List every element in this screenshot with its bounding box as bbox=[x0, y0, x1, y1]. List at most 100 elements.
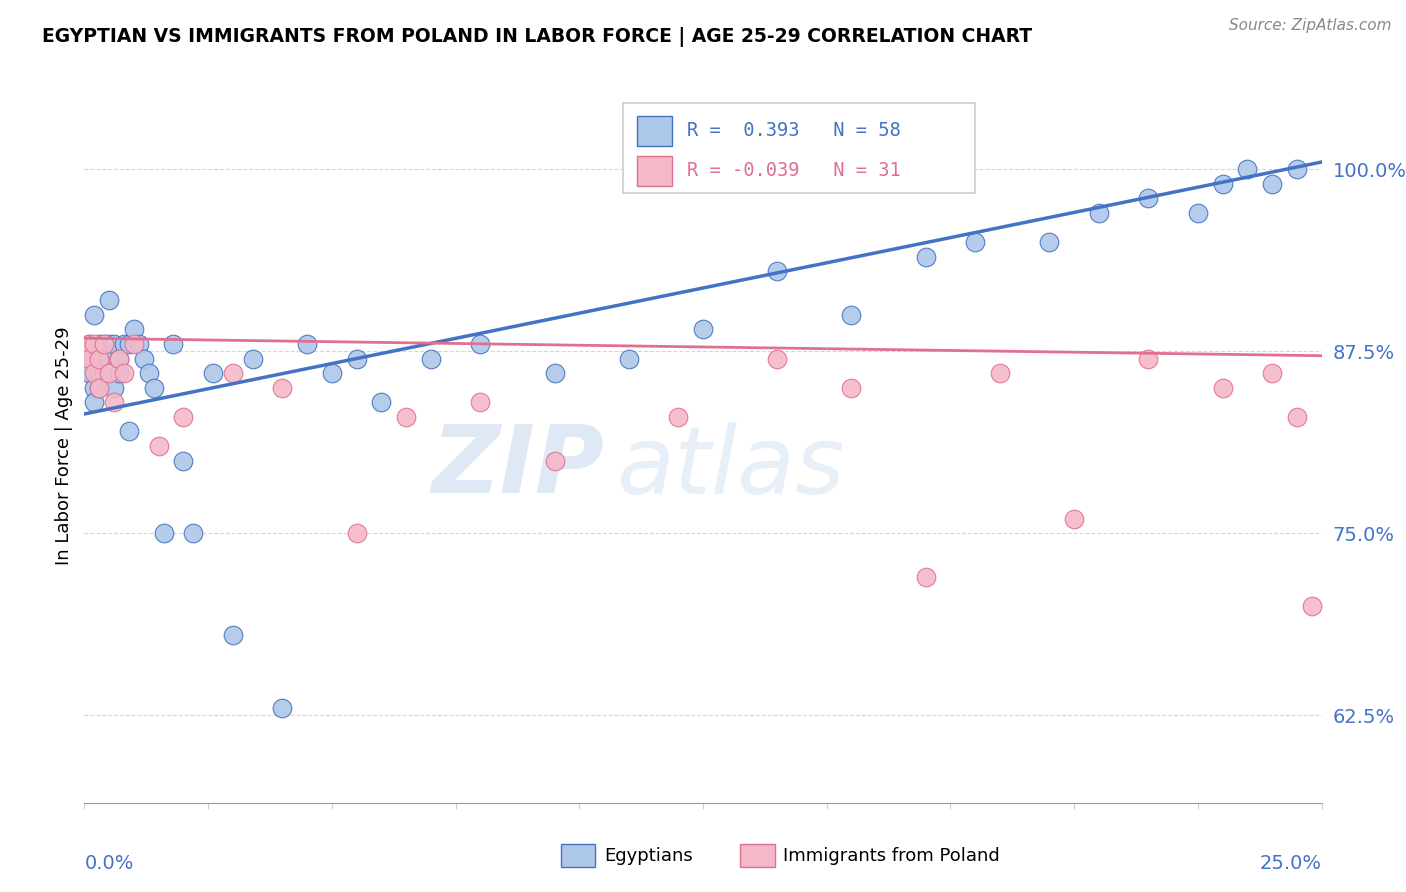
Point bbox=[89, 351, 111, 366]
FancyBboxPatch shape bbox=[623, 103, 976, 193]
Point bbox=[132, 351, 155, 366]
Point bbox=[89, 366, 111, 380]
Point bbox=[692, 322, 714, 336]
Point bbox=[103, 337, 125, 351]
Point bbox=[1137, 191, 1160, 205]
Point bbox=[152, 526, 174, 541]
Point bbox=[112, 366, 135, 380]
Text: atlas: atlas bbox=[616, 422, 845, 513]
Point bbox=[83, 308, 105, 322]
Point bbox=[346, 351, 368, 366]
Point bbox=[98, 366, 121, 380]
Point bbox=[543, 453, 565, 467]
Point bbox=[222, 366, 245, 380]
Text: 25.0%: 25.0% bbox=[1260, 854, 1322, 872]
Point bbox=[103, 395, 125, 409]
Point bbox=[83, 337, 105, 351]
Point bbox=[988, 366, 1011, 380]
Text: Source: ZipAtlas.com: Source: ZipAtlas.com bbox=[1229, 18, 1392, 33]
Point bbox=[83, 395, 105, 409]
Point bbox=[118, 425, 141, 439]
Point bbox=[122, 322, 145, 336]
Point bbox=[841, 308, 863, 322]
Text: ZIP: ZIP bbox=[432, 421, 605, 514]
Point bbox=[142, 381, 165, 395]
Point bbox=[89, 381, 111, 395]
Point bbox=[841, 381, 863, 395]
Point bbox=[79, 366, 101, 380]
Point bbox=[914, 250, 936, 264]
Point bbox=[108, 351, 131, 366]
Point bbox=[148, 439, 170, 453]
Point bbox=[93, 351, 115, 366]
FancyBboxPatch shape bbox=[637, 155, 672, 186]
Point bbox=[202, 366, 225, 380]
FancyBboxPatch shape bbox=[561, 844, 595, 867]
Point bbox=[1088, 206, 1111, 220]
Point bbox=[1261, 366, 1284, 380]
Point bbox=[138, 366, 160, 380]
Text: R =  0.393   N = 58: R = 0.393 N = 58 bbox=[688, 121, 901, 140]
Point bbox=[93, 366, 115, 380]
Point bbox=[271, 381, 294, 395]
Point bbox=[370, 395, 392, 409]
Point bbox=[766, 264, 789, 278]
Point bbox=[617, 351, 640, 366]
Point bbox=[543, 366, 565, 380]
Point bbox=[162, 337, 184, 351]
Point bbox=[79, 351, 101, 366]
Point bbox=[295, 337, 318, 351]
Point bbox=[122, 337, 145, 351]
Point bbox=[666, 409, 689, 424]
Point bbox=[965, 235, 987, 249]
Point bbox=[1212, 381, 1234, 395]
Text: Egyptians: Egyptians bbox=[605, 847, 693, 864]
Point bbox=[1261, 177, 1284, 191]
Point bbox=[1236, 162, 1258, 177]
Point bbox=[103, 381, 125, 395]
Point bbox=[1301, 599, 1323, 614]
Point bbox=[98, 351, 121, 366]
Point bbox=[1137, 351, 1160, 366]
Point bbox=[79, 351, 101, 366]
Point bbox=[83, 381, 105, 395]
Point bbox=[79, 337, 101, 351]
Point bbox=[118, 337, 141, 351]
Point bbox=[1187, 206, 1209, 220]
Point bbox=[83, 366, 105, 380]
Point bbox=[1285, 409, 1308, 424]
Point bbox=[93, 337, 115, 351]
Point bbox=[395, 409, 418, 424]
Y-axis label: In Labor Force | Age 25-29: In Labor Force | Age 25-29 bbox=[55, 326, 73, 566]
Point bbox=[1212, 177, 1234, 191]
Point bbox=[98, 293, 121, 308]
Point bbox=[98, 337, 121, 351]
Point bbox=[89, 351, 111, 366]
Point bbox=[93, 337, 115, 351]
Point bbox=[766, 351, 789, 366]
Point bbox=[108, 366, 131, 380]
Point bbox=[222, 628, 245, 642]
Point bbox=[172, 409, 194, 424]
Point bbox=[89, 381, 111, 395]
Point bbox=[1063, 512, 1085, 526]
Point bbox=[242, 351, 264, 366]
Point bbox=[128, 337, 150, 351]
Point bbox=[89, 337, 111, 351]
Point bbox=[346, 526, 368, 541]
Point bbox=[470, 337, 492, 351]
Point bbox=[419, 351, 441, 366]
Point bbox=[172, 453, 194, 467]
Point bbox=[112, 337, 135, 351]
Point bbox=[321, 366, 343, 380]
Point bbox=[271, 701, 294, 715]
Point bbox=[98, 366, 121, 380]
Point bbox=[181, 526, 204, 541]
Point bbox=[1285, 162, 1308, 177]
Text: EGYPTIAN VS IMMIGRANTS FROM POLAND IN LABOR FORCE | AGE 25-29 CORRELATION CHART: EGYPTIAN VS IMMIGRANTS FROM POLAND IN LA… bbox=[42, 27, 1032, 46]
Text: Immigrants from Poland: Immigrants from Poland bbox=[783, 847, 1000, 864]
Point bbox=[470, 395, 492, 409]
Point bbox=[914, 570, 936, 584]
FancyBboxPatch shape bbox=[637, 116, 672, 145]
Point bbox=[1038, 235, 1060, 249]
